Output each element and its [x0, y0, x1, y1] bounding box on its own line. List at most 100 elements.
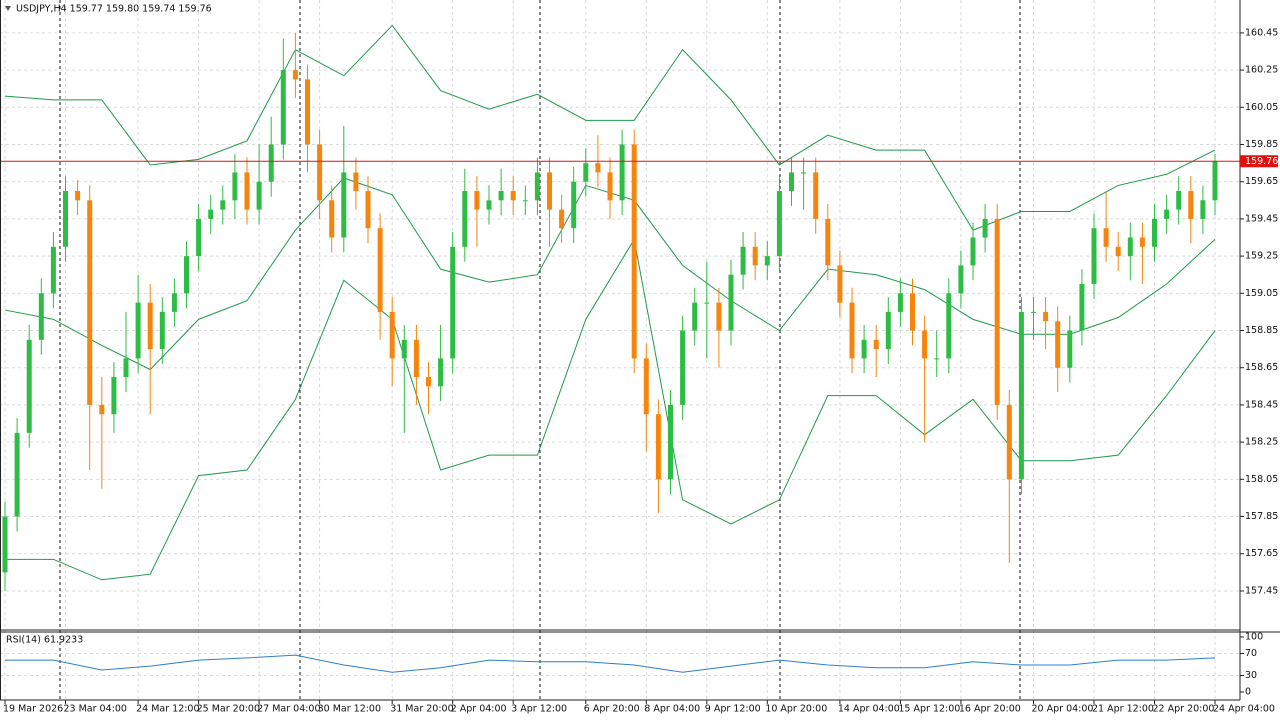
candle-body: [1055, 321, 1061, 368]
candle-body: [607, 172, 613, 201]
price-tag: [1240, 155, 1278, 168]
y-tick-label: 158.45: [1245, 399, 1278, 410]
y-tick-label: 159.05: [1245, 288, 1278, 299]
candle-body: [934, 358, 940, 360]
x-tick-label: 6 Apr 20:00: [584, 704, 640, 715]
candle-body: [728, 274, 734, 331]
candle-body: [643, 358, 649, 415]
x-tick-label: 15 Apr 12:00: [898, 704, 960, 715]
price-tag-label: 159.76: [1245, 156, 1278, 167]
candle-body: [401, 339, 407, 359]
candle-body: [26, 339, 32, 433]
candle-body: [559, 209, 565, 229]
candle-body: [220, 200, 226, 210]
candle-body: [547, 172, 552, 210]
x-tick-label: 25 Mar 20:00: [197, 704, 260, 715]
x-tick-label: 23 Mar 04:00: [64, 704, 127, 715]
candle-body: [292, 70, 298, 80]
candle-body: [1067, 330, 1073, 368]
candle-body: [123, 358, 129, 378]
candle-body: [14, 432, 20, 517]
y-tick-label: 159.65: [1245, 176, 1278, 187]
candle-body: [813, 172, 819, 219]
candle-body: [970, 237, 976, 266]
candle-body: [704, 302, 710, 304]
x-tick-label: 19 Mar 2026: [3, 704, 63, 715]
labels: 160.45 160.25 160.05 159.85 159.65 159.45 159.…: [3, 27, 1278, 714]
candle-body: [377, 228, 383, 312]
candle-body: [426, 377, 431, 387]
candle-body: [159, 311, 165, 350]
y-tick-label: 158.85: [1245, 325, 1278, 336]
candle-body: [365, 191, 371, 229]
candle-body: [1127, 237, 1133, 257]
candle-body: [1043, 311, 1049, 322]
candle-body: [897, 293, 903, 312]
candle-body: [1103, 228, 1109, 247]
candle-body: [668, 404, 673, 480]
candle-body: [1164, 209, 1170, 219]
candle-body: [958, 265, 964, 294]
y-tick-label: 158.05: [1245, 474, 1278, 485]
y-tick-label: 159.25: [1245, 251, 1278, 262]
candle-body: [1188, 191, 1194, 219]
candle-body: [341, 172, 347, 238]
candle-body: [317, 144, 323, 201]
y-tick-label: 159.45: [1245, 213, 1278, 224]
candle-body: [631, 144, 637, 359]
candle-body: [861, 339, 867, 359]
candle-body: [305, 79, 310, 145]
candle-body: [922, 330, 928, 359]
candle-body: [171, 293, 177, 312]
candle-body: [474, 191, 480, 210]
rsi-line: [5, 654, 1216, 673]
grid: [0, 0, 1240, 700]
candle-body: [1091, 228, 1097, 285]
candle-body: [2, 516, 8, 573]
y-tick-label: 160.05: [1245, 102, 1278, 113]
candle-body: [789, 172, 794, 192]
y-tick-label: 0: [1245, 687, 1251, 698]
x-tick-label: 16 Apr 20:00: [959, 704, 1021, 715]
candle-body: [776, 191, 782, 257]
candle-body: [1031, 311, 1036, 313]
candle-body: [413, 339, 419, 378]
candle-body: [450, 246, 456, 359]
candle-body: [740, 246, 746, 275]
candle-body: [885, 311, 891, 350]
band-lower: [5, 237, 1216, 581]
candle-body: [801, 172, 807, 174]
candle-body: [462, 191, 468, 247]
candle-body: [849, 302, 855, 359]
candle-body: [256, 181, 262, 210]
x-tick-label: 14 Apr 04:00: [838, 704, 900, 715]
candle-body: [655, 414, 661, 480]
y-tick-label: 157.85: [1245, 511, 1278, 522]
candle-body: [522, 200, 528, 202]
candle-body: [63, 191, 68, 247]
candle-body: [498, 191, 504, 201]
candle-body: [534, 172, 540, 201]
candle-body: [1006, 404, 1012, 480]
candle-body: [280, 70, 286, 145]
plot: [0, 24, 1240, 673]
y-tick-label: 157.65: [1245, 548, 1278, 559]
candle-body: [438, 358, 444, 387]
icon: [5, 6, 11, 11]
candle-body: [50, 246, 56, 294]
candle-body: [1018, 311, 1024, 480]
candle-body: [764, 256, 770, 266]
x-tick-label: 10 Apr 20:00: [765, 704, 827, 715]
candle-body: [837, 265, 843, 303]
candle-body: [147, 302, 153, 350]
y-tick-label: 158.25: [1245, 437, 1278, 448]
candle-body: [619, 144, 625, 201]
candle-body: [873, 339, 879, 350]
candle-body: [486, 200, 492, 210]
x-tick-label: 22 Apr 20:00: [1153, 704, 1215, 715]
candle-body: [583, 163, 589, 182]
candle-body: [1139, 237, 1145, 247]
y-tick-label: 100: [1245, 632, 1263, 643]
candle-body: [1115, 246, 1121, 257]
y-tick-label: 159.85: [1245, 139, 1278, 150]
